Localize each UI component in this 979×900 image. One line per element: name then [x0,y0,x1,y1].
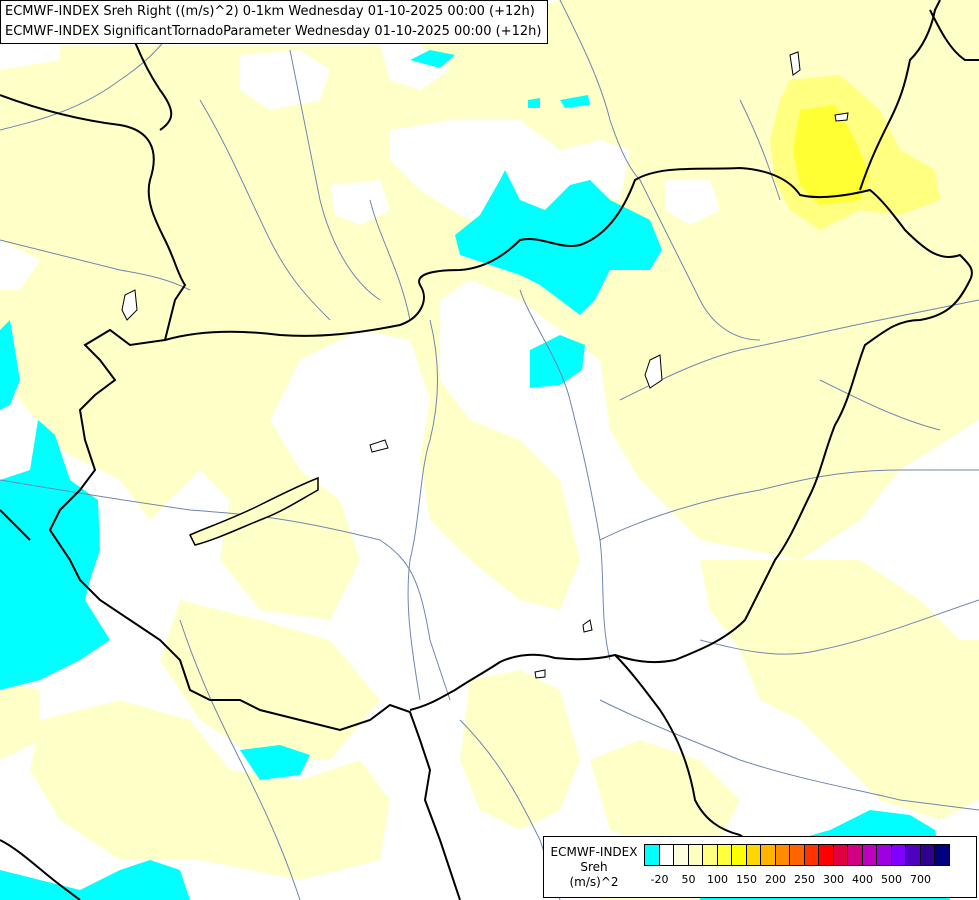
legend-tick-label: 300 [823,873,844,886]
legend-tick-label: 200 [765,873,786,886]
legend-swatch [702,844,718,866]
map-title-line1: ECMWF-INDEX Sreh Right ((m/s)^2) 0-1km W… [5,4,535,19]
legend-swatch [905,844,921,866]
legend-swatch [832,844,848,866]
legend-swatch [716,844,732,866]
legend-swatch [919,844,935,866]
sreh-field-yellow [770,75,940,230]
legend-tick-label: 500 [881,873,902,886]
legend-swatch [760,844,776,866]
legend-title: ECMWF-INDEX Sreh (m/s)^2 [544,845,644,890]
legend-swatch [789,844,805,866]
map-title-box: ECMWF-INDEX Sreh Right ((m/s)^2) 0-1km W… [0,0,548,44]
legend-tick-label: 400 [852,873,873,886]
legend-swatch [847,844,863,866]
legend-tick-label: -20 [650,873,669,886]
legend-title-source: ECMWF-INDEX [550,845,638,859]
legend-swatch [890,844,906,866]
color-legend: ECMWF-INDEX Sreh (m/s)^2 -20 50 100 150 200 2… [543,836,977,898]
legend-swatches [644,844,950,866]
sreh-field-cyan [0,50,950,900]
legend-swatch [745,844,761,866]
legend-swatch [658,844,674,866]
sreh-field-white-pockets [0,45,720,290]
legend-swatch [731,844,747,866]
map-title-line2: ECMWF-INDEX SignificantTornadoParameter … [5,24,542,39]
legend-title-unit: (m/s)^2 [569,875,619,889]
legend-swatch [803,844,819,866]
lake-balaton [188,476,319,546]
legend-tick-label: 250 [794,873,815,886]
legend-swatch [861,844,877,866]
legend-swatch [934,844,950,866]
legend-swatch [818,844,834,866]
legend-ticks: -20 50 100 150 200 250 300 400 500 700 [544,873,976,889]
legend-swatch [774,844,790,866]
legend-title-variable: Sreh [580,860,608,874]
legend-tick-label: 700 [910,873,931,886]
legend-tick-label: 50 [681,873,696,886]
legend-swatch [876,844,892,866]
small-lakes [121,51,849,679]
legend-swatch [644,844,660,866]
legend-swatch [687,844,703,866]
legend-tick-label: 100 [707,873,728,886]
legend-swatch [673,844,689,866]
legend-tick-label: 150 [736,873,757,886]
